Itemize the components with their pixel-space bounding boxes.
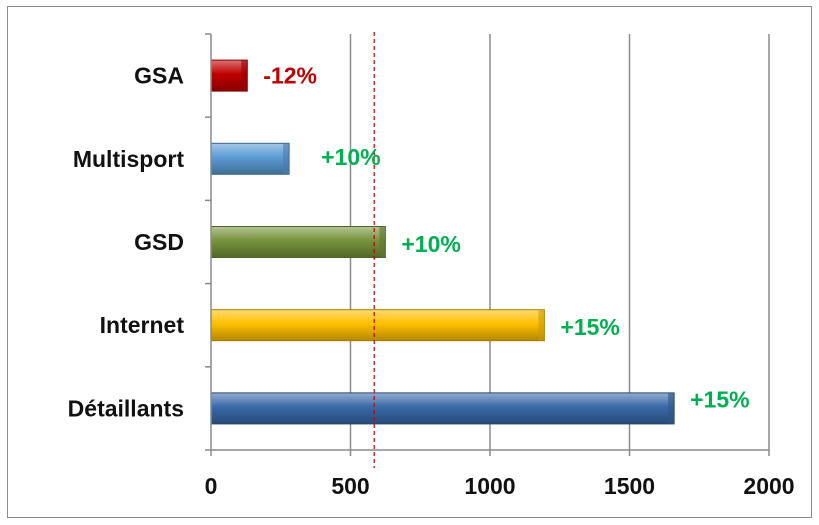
category-label: Multisport <box>73 146 184 172</box>
category-label: GSA <box>134 63 184 89</box>
x-tick-label: 0 <box>205 473 218 499</box>
category-label: Détaillants <box>68 395 184 421</box>
data-label: +15% <box>560 314 619 340</box>
bar-internet <box>210 309 545 342</box>
x-tick-label: 2000 <box>743 473 794 499</box>
labels: GSA Multisport GSD Internet Détaillants 0 500 1… <box>68 63 795 499</box>
bar-cap <box>538 309 545 341</box>
x-tick-label: 1500 <box>604 473 655 499</box>
bar-cap <box>283 143 290 175</box>
bar-gsa <box>210 59 248 92</box>
data-label: +10% <box>321 144 380 170</box>
bar-multisport <box>210 142 290 175</box>
bar-cap <box>668 392 675 424</box>
category-label: Internet <box>100 312 185 338</box>
data-label: +10% <box>401 231 460 257</box>
data-label: -12% <box>263 63 317 89</box>
bar-cap <box>241 60 248 92</box>
bar-cap <box>379 226 386 258</box>
bar-detaillants <box>210 392 675 425</box>
x-tick-label: 500 <box>331 473 369 499</box>
chart-frame <box>7 6 812 518</box>
bar-gsd <box>210 226 386 258</box>
data-label: +15% <box>690 386 749 412</box>
axes <box>205 32 770 468</box>
x-tick-label: 1000 <box>464 473 515 499</box>
bars <box>210 59 675 425</box>
category-label: GSD <box>134 229 184 255</box>
